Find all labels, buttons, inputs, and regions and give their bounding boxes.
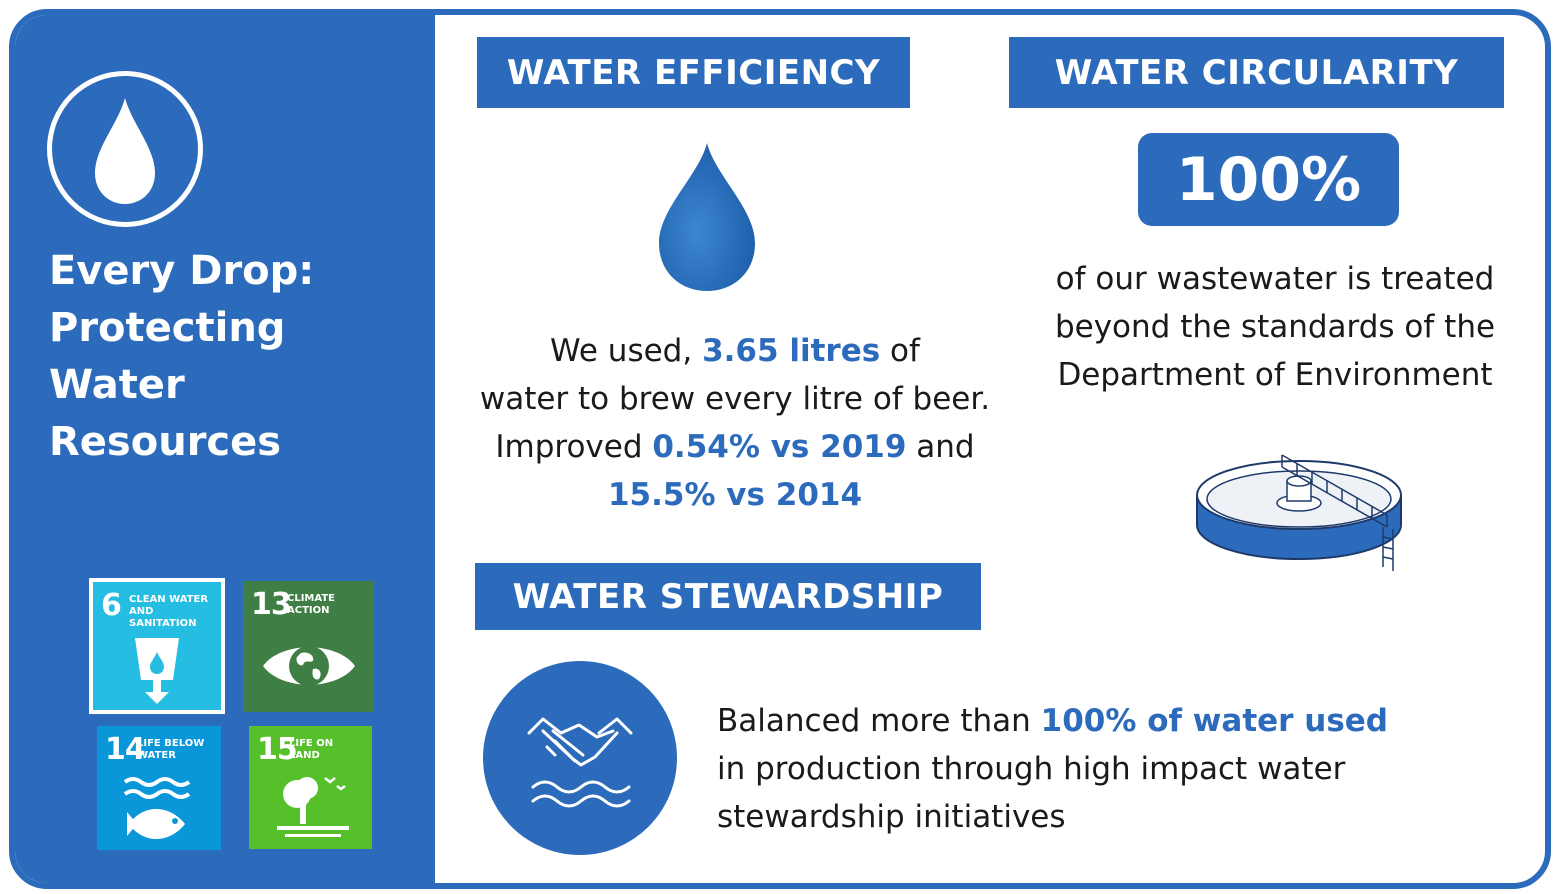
efficiency-header: WATER EFFICIENCY bbox=[477, 37, 910, 108]
circularity-line-2: beyond the standards of the bbox=[1054, 309, 1496, 345]
sdg-13-badge: 13 CLIMATE ACTION bbox=[243, 581, 374, 712]
water-glass-icon bbox=[135, 638, 179, 704]
page-title: Every Drop: Protecting Water Resources bbox=[49, 243, 314, 471]
sdg-14-badge: 14 LIFE BELOW WATER bbox=[97, 726, 221, 850]
sdg-label: CLIMATE ACTION bbox=[287, 593, 335, 616]
tree-icon bbox=[277, 777, 349, 837]
stewardship-line-1-pre: Balanced more than bbox=[717, 703, 1041, 739]
sdg-label: CLEAN WATER AND SANITATION bbox=[129, 594, 209, 629]
sdg-number: 6 bbox=[101, 588, 122, 623]
title-line: Protecting bbox=[49, 305, 286, 351]
stewardship-text: Balanced more than 100% of water used in… bbox=[717, 697, 1537, 841]
eye-globe-icon bbox=[263, 646, 355, 686]
title-line: Every Drop: bbox=[49, 248, 315, 294]
circularity-header: WATER CIRCULARITY bbox=[1009, 37, 1504, 108]
efficiency-line-2: water to brew every litre of beer. bbox=[479, 381, 991, 417]
infographic-frame: Every Drop: Protecting Water Resources 6… bbox=[9, 9, 1551, 889]
circularity-percent-badge: 100% bbox=[1138, 133, 1399, 226]
sidebar: Every Drop: Protecting Water Resources 6… bbox=[15, 15, 435, 883]
fish-icon bbox=[123, 777, 191, 839]
stewardship-line-3: stewardship initiatives bbox=[717, 799, 1066, 835]
circularity-text: of our wastewater is treated beyond the … bbox=[1025, 255, 1525, 399]
efficiency-line-1: We used, 3.65 litres of bbox=[435, 327, 1035, 375]
efficiency-line-3-post: and bbox=[906, 429, 975, 465]
sdg-label: LIFE ON LAND bbox=[289, 738, 334, 761]
sdg-number: 15 bbox=[257, 732, 298, 767]
stewardship-line-1: Balanced more than 100% of water used bbox=[717, 697, 1537, 745]
efficiency-line-1-post: of bbox=[880, 333, 920, 369]
efficiency-line-3: Improved 0.54% vs 2019 and bbox=[435, 423, 1035, 471]
water-drop-icon bbox=[47, 71, 203, 227]
sdg-15-badge: 15 LIFE ON LAND bbox=[249, 726, 372, 849]
stewardship-line-2: in production through high impact water bbox=[717, 751, 1346, 787]
title-line: Resources bbox=[49, 419, 282, 465]
litres-value: 3.65 litres bbox=[702, 333, 881, 369]
balanced-value: 100% of water used bbox=[1040, 703, 1388, 739]
efficiency-line-3-pre: Improved bbox=[495, 429, 653, 465]
efficiency-text: We used, 3.65 litres of water to brew ev… bbox=[435, 327, 1035, 519]
water-drop-icon bbox=[659, 143, 755, 291]
sdg-label: LIFE BELOW WATER bbox=[137, 738, 205, 761]
circularity-line-3: Department of Environment bbox=[1057, 357, 1493, 393]
handshake-water-icon bbox=[483, 661, 677, 855]
sdg-number: 14 bbox=[105, 732, 146, 767]
stewardship-header: WATER STEWARDSHIP bbox=[475, 563, 981, 630]
improvement-2014-value: 15.5% vs 2014 bbox=[607, 477, 863, 513]
efficiency-line-1-pre: We used, bbox=[550, 333, 703, 369]
sdg-6-badge: 6 CLEAN WATER AND SANITATION bbox=[89, 578, 225, 714]
improvement-2019-value: 0.54% vs 2019 bbox=[652, 429, 907, 465]
circularity-line-1: of our wastewater is treated bbox=[1055, 261, 1495, 297]
sdg-number: 13 bbox=[251, 587, 292, 622]
title-line: Water bbox=[49, 362, 185, 408]
treatment-tank-icon bbox=[1196, 454, 1402, 571]
